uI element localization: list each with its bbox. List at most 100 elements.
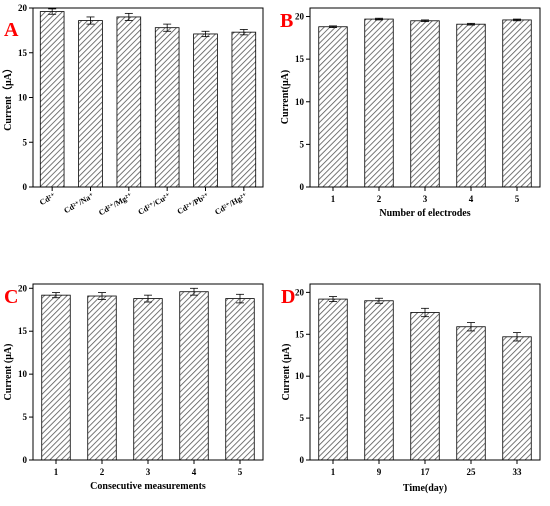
x-axis-label: Time(day) (403, 483, 447, 494)
x-tick-label-1: 2 (100, 467, 105, 477)
y-tick-label-2: 10 (295, 371, 305, 381)
x-tick-label-2: 3 (423, 194, 428, 204)
error-bar-5 (513, 332, 521, 342)
plot-frame (32, 7, 264, 188)
x-tick-label-2: 3 (146, 467, 151, 477)
y-axis-label: Current (μA) (281, 344, 292, 401)
y-tick-label-3: 15 (18, 326, 28, 336)
bar-1 (318, 26, 348, 188)
error-bar-1 (329, 296, 337, 303)
y-tick-label-4: 20 (18, 3, 28, 13)
x-tick-label-4: 5 (238, 467, 243, 477)
error-bar-6 (239, 29, 248, 36)
bar-5 (225, 298, 255, 461)
x-tick-label-4: Cd²⁺/Pb²⁺ (176, 191, 211, 216)
error-bar-1 (52, 292, 60, 299)
y-tick-label-0: 0 (300, 455, 305, 465)
bar-5 (193, 33, 218, 188)
y-tick-label-0: 0 (300, 182, 305, 192)
x-tick-label-3: 25 (467, 467, 477, 477)
y-tick-label-1: 5 (300, 413, 305, 423)
error-bar-1 (48, 8, 57, 15)
panel-letter: D (281, 286, 295, 308)
bar-3 (410, 20, 440, 188)
y-tick-label-4: 20 (295, 12, 305, 22)
y-axis-label: Current (μA) (3, 344, 14, 401)
bar-3 (116, 16, 142, 188)
error-bar-4 (467, 22, 475, 26)
error-bar-2 (86, 16, 95, 25)
x-tick-label-0: 1 (331, 467, 336, 477)
chart-panel-b: 0 5 10 15 20 1 2 3 4 5 Current(μA) Number of electr… (280, 7, 541, 219)
bar-6 (231, 31, 257, 188)
x-tick-label-3: Cd²⁺/Cu²⁺ (137, 191, 173, 217)
bar-1 (39, 11, 65, 188)
bar-5 (502, 336, 532, 461)
y-tick-label-3: 15 (295, 329, 305, 339)
error-bar-2 (375, 297, 383, 304)
y-tick-label-0: 0 (23, 455, 28, 465)
y-axis-label: Current（μA） (1, 63, 14, 131)
error-bar-4 (467, 322, 475, 332)
y-tick-label-2: 10 (295, 97, 305, 107)
error-bar-1 (329, 25, 337, 29)
y-tick-label-4: 20 (18, 283, 28, 293)
x-tick-label-2: Cd²⁺/Mg²⁺ (97, 191, 134, 217)
panel-letter: A (4, 19, 19, 41)
y-tick-label-4: 20 (295, 287, 305, 297)
error-bar-2 (375, 17, 383, 21)
bar-2 (78, 20, 103, 188)
bar-3 (410, 312, 440, 461)
x-tick-label-2: 17 (421, 467, 431, 477)
bar-4 (154, 27, 180, 188)
x-tick-label-3: 4 (192, 467, 197, 477)
bar-2 (364, 300, 394, 461)
error-bar-2 (98, 292, 106, 300)
x-tick-label-0: Cd²⁺ (38, 191, 57, 207)
error-bar-3 (421, 307, 429, 318)
y-tick-label-2: 10 (18, 93, 28, 103)
bar-1 (41, 294, 71, 461)
bar-2 (87, 295, 117, 461)
y-tick-label-1: 5 (300, 139, 305, 149)
error-bar-5 (513, 18, 521, 22)
y-axis-label: Current(μA) (280, 70, 291, 124)
chart-panel-d: 0 5 10 15 20 1 9 17 25 33 Current (μA) Time(day) D (281, 283, 541, 494)
panel-letter: C (4, 286, 18, 308)
y-tick-label-2: 10 (18, 369, 28, 379)
panel-letter: B (280, 10, 293, 32)
x-tick-label-0: 1 (331, 194, 336, 204)
error-bar-5 (236, 293, 244, 304)
bar-4 (456, 23, 486, 188)
error-bar-3 (144, 294, 152, 303)
error-bar-4 (190, 287, 198, 296)
x-tick-label-1: 9 (377, 467, 382, 477)
x-axis-label: Number of electrodes (379, 208, 470, 219)
bar-4 (179, 291, 209, 461)
x-tick-label-1: 2 (377, 194, 382, 204)
y-tick-label-0: 0 (23, 182, 28, 192)
error-bar-3 (124, 12, 133, 21)
x-tick-label-5: Cd²⁺/Hg²⁺ (213, 191, 249, 217)
y-tick-label-3: 15 (295, 54, 305, 64)
x-tick-label-4: 33 (513, 467, 523, 477)
x-axis-label: Consecutive measurements (90, 481, 206, 492)
x-tick-label-3: 4 (469, 194, 474, 204)
bar-4 (456, 326, 486, 461)
x-tick-label-1: Cd²⁺/Na⁺ (62, 191, 95, 215)
chart-panel-c: 0 5 10 15 20 1 2 3 4 5 Current (μA) Consecutive mea… (3, 283, 264, 492)
bar-1 (318, 298, 348, 461)
bar-2 (364, 18, 394, 188)
error-bar-5 (201, 30, 210, 38)
x-tick-label-0: 1 (54, 467, 59, 477)
error-bar-3 (421, 19, 429, 23)
bar-5 (502, 19, 532, 188)
y-tick-label-1: 5 (23, 412, 28, 422)
x-tick-label-4: 5 (515, 194, 520, 204)
error-bar-4 (163, 23, 172, 32)
y-tick-label-1: 5 (23, 137, 28, 147)
y-tick-label-3: 15 (18, 48, 28, 58)
